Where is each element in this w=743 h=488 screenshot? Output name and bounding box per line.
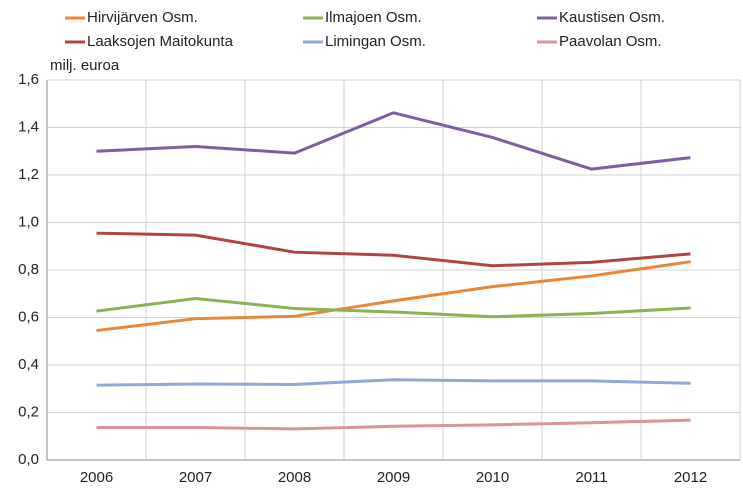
series-line xyxy=(96,418,691,431)
legend-label: Kaustisen Osm. xyxy=(559,9,665,26)
legend-label: Ilmajoen Osm. xyxy=(325,9,422,26)
y-tick-label: 1,4 xyxy=(18,118,39,135)
x-tick-label: 2010 xyxy=(476,469,509,486)
y-tick-label: 1,6 xyxy=(18,71,39,88)
legend-label: Limingan Osm. xyxy=(325,33,426,50)
series-line xyxy=(96,296,691,319)
x-tick-label: 2008 xyxy=(278,469,311,486)
legend-label: Hirvijärven Osm. xyxy=(87,9,198,26)
y-tick-label: 0,4 xyxy=(18,356,39,373)
legend-label: Laaksojen Maitokunta xyxy=(87,33,234,50)
y-tick-label: 0,2 xyxy=(18,403,39,420)
y-tick-label: 0,0 xyxy=(18,451,39,468)
y-tick-label: 0,8 xyxy=(18,261,39,278)
series-line xyxy=(96,378,691,387)
legend-label: Paavolan Osm. xyxy=(559,33,662,50)
x-tick-label: 2009 xyxy=(377,469,410,486)
y-tick-label: 1,2 xyxy=(18,166,39,183)
x-tick-label: 2011 xyxy=(575,469,607,486)
y-tick-label: 0,6 xyxy=(18,308,39,325)
x-tick-label: 2006 xyxy=(80,469,113,486)
y-axis-label: milj. euroa xyxy=(50,57,120,74)
x-tick-label: 2007 xyxy=(179,469,212,486)
x-tick-label: 2012 xyxy=(674,469,707,486)
series-line xyxy=(96,111,691,171)
y-tick-label: 1,0 xyxy=(18,213,39,230)
series-line xyxy=(96,231,691,268)
series-line xyxy=(96,260,691,333)
